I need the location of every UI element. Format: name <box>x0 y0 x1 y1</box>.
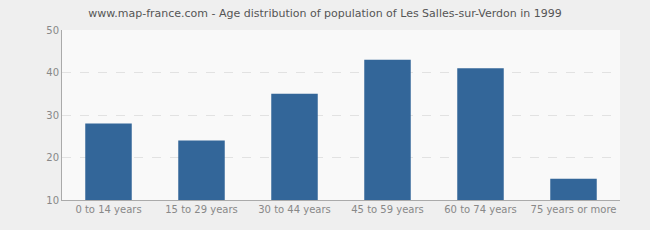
svg-text:20: 20 <box>46 152 59 163</box>
svg-text:45 to 59 years: 45 to 59 years <box>351 204 424 215</box>
svg-text:30: 30 <box>46 110 59 121</box>
svg-text:www.map-france.com - Age distr: www.map-france.com - Age distribution of… <box>88 7 562 20</box>
svg-text:10: 10 <box>46 195 59 206</box>
svg-text:15 to 29 years: 15 to 29 years <box>165 204 238 215</box>
svg-text:60 to 74 years: 60 to 74 years <box>444 204 517 215</box>
svg-text:75 years or more: 75 years or more <box>531 204 617 215</box>
svg-text:30 to 44 years: 30 to 44 years <box>258 204 331 215</box>
svg-text:40: 40 <box>46 67 59 78</box>
svg-text:50: 50 <box>46 25 59 36</box>
svg-text:0 to 14 years: 0 to 14 years <box>75 204 141 215</box>
